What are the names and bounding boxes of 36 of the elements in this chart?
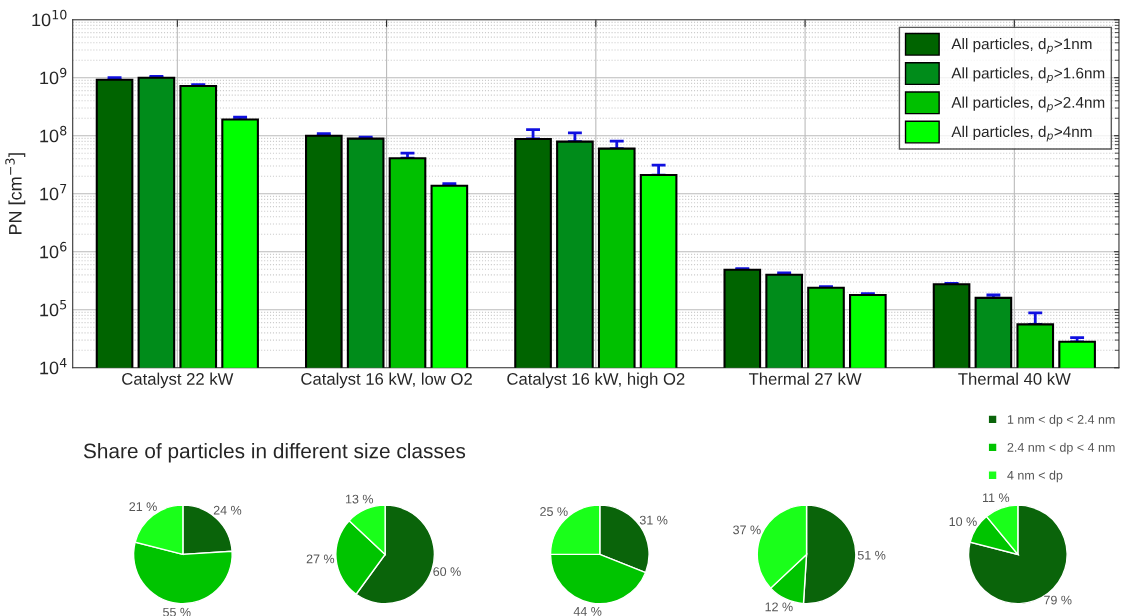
data-label: 79 % [1044,595,1072,605]
legend-label: 2.4 nm < dp < 4 nm [1007,442,1115,455]
x-tick-label: Catalyst 22 kW [122,372,234,389]
text: Share of particles in different size classes [83,443,466,463]
data-label: 10 % [949,517,977,527]
legend-label: All particles, d$_{p}$>4nm [951,125,1092,142]
data-label: 31 % [639,515,668,525]
legend-label: All particles, d$_{p}$>1.6nm [951,67,1105,84]
data-label: 51 % [857,550,886,560]
x-tick-label: Catalyst 16 kW, high O2 [507,372,685,389]
data-label: 44 % [573,607,602,616]
data-label: 21 % [129,502,157,511]
data-label: 60 % [433,567,461,577]
y-tick-label: 10$^{5}$ [40,300,67,317]
data-label: 11 % [982,493,1010,503]
data-label: 12 % [765,602,793,612]
data-label: 55 % [163,607,191,616]
legend-label: All particles, d$_{p}$>1nm [951,38,1092,54]
y-tick-label: 10$^{6}$ [40,241,67,259]
y-axis-title: PN [cm$^{−3}$] [5,153,26,235]
y-tick-label: 10$^{10}$ [32,9,67,27]
x-tick-label: Thermal 27 kW [748,372,862,385]
legend-label: All particles, d$_{p}$>2.4nm [951,96,1105,113]
y-tick-label: 10$^{4}$ [40,358,67,375]
y-tick-label: 10$^{8}$ [40,125,67,143]
legend-label: 4 nm < dp [1007,470,1063,483]
data-label: 27 % [306,554,335,564]
data-label: 25 % [540,507,568,516]
y-tick-label: 10$^{7}$ [40,184,67,201]
x-tick-label: Catalyst 16 kW, low O2 [301,372,472,389]
legend-label: 1 nm < dp < 2.4 nm [1007,414,1115,427]
data-label: 13 % [345,494,374,504]
x-tick-label: Thermal 40 kW [958,372,1071,385]
y-tick-label: 10$^{9}$ [40,67,67,85]
data-label: 24 % [213,505,242,515]
data-label: 37 % [733,525,761,535]
